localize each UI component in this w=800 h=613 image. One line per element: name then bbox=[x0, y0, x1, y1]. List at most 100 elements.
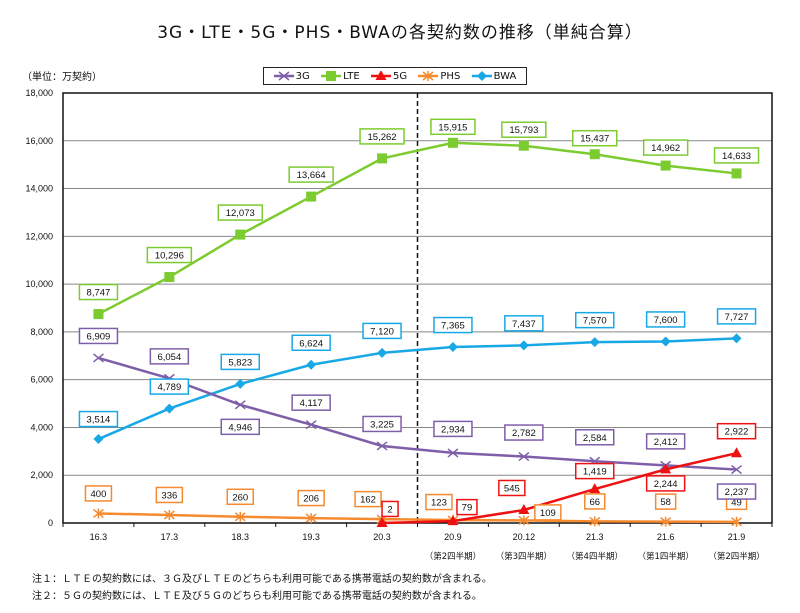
legend-item-5g: 5G bbox=[370, 71, 407, 82]
x-tick-label: 20.9 bbox=[444, 532, 462, 542]
data-label: 7,437 bbox=[512, 319, 536, 330]
marker-star bbox=[305, 513, 317, 524]
data-label-box bbox=[155, 486, 184, 504]
marker-x bbox=[234, 400, 246, 410]
data-label: 6,909 bbox=[87, 331, 111, 342]
data-label: 49 bbox=[731, 497, 742, 508]
marker-triangle bbox=[660, 463, 672, 474]
marker-star bbox=[731, 516, 743, 527]
marker-square bbox=[235, 229, 246, 240]
x-tick-label: 21.6 bbox=[657, 532, 675, 542]
marker-star bbox=[660, 516, 672, 527]
data-label: 15,262 bbox=[368, 132, 397, 143]
data-label-box bbox=[433, 420, 473, 438]
x-tick-label: 21.9 bbox=[728, 532, 746, 542]
data-label: 260 bbox=[232, 492, 248, 503]
data-label: 15,437 bbox=[580, 134, 609, 145]
legend-swatch-icon bbox=[370, 71, 391, 80]
data-label: 12,073 bbox=[226, 208, 255, 219]
data-label-box bbox=[362, 415, 402, 433]
series-line-5g bbox=[382, 451, 737, 525]
data-label-box bbox=[354, 490, 382, 508]
data-label: 66 bbox=[589, 497, 600, 508]
data-label: 336 bbox=[161, 490, 177, 501]
data-label-box bbox=[504, 315, 544, 332]
data-label: 6,624 bbox=[299, 338, 323, 349]
data-label: 2,934 bbox=[441, 424, 465, 435]
data-label-box bbox=[654, 493, 677, 510]
data-label-box bbox=[217, 204, 263, 221]
marker-star bbox=[518, 515, 530, 526]
marker-square bbox=[93, 309, 104, 320]
data-labels-5g: 2 79 545 1,419 2,244 2,922 bbox=[381, 422, 757, 518]
y-tick-label: 0 bbox=[48, 518, 53, 528]
legend-label: BWA bbox=[493, 70, 517, 82]
data-label-box bbox=[575, 462, 615, 480]
footnote-2: 注２：５Ｇの契約数には、ＬＴＥ及び５Ｇのどちらも利用可能である携帯電話の契約数が… bbox=[32, 591, 482, 602]
x-tick-label: 21.3 bbox=[586, 532, 604, 542]
y-axis-unit-label: （単位：万契約） bbox=[22, 72, 102, 83]
data-label-box bbox=[584, 493, 606, 510]
data-label-box bbox=[430, 118, 476, 136]
data-label: 14,633 bbox=[722, 151, 751, 162]
marker-square bbox=[306, 191, 317, 202]
marker-diamond bbox=[731, 333, 742, 344]
data-label-box bbox=[713, 147, 760, 164]
y-tick-label: 16,000 bbox=[25, 136, 53, 146]
data-label: 14,962 bbox=[651, 143, 680, 154]
data-label-box bbox=[716, 483, 757, 500]
data-label-box bbox=[84, 485, 113, 502]
marker-triangle bbox=[518, 503, 530, 514]
data-label: 5,823 bbox=[228, 357, 252, 368]
data-label: 58 bbox=[660, 497, 671, 508]
legend-label: 3G bbox=[295, 70, 310, 82]
series-line-bwa bbox=[97, 337, 737, 441]
data-label: 10,296 bbox=[155, 251, 184, 262]
legend-item-lte: LTE bbox=[321, 71, 360, 82]
data-label: 79 bbox=[462, 503, 473, 514]
legend-swatch-icon bbox=[321, 71, 342, 81]
data-label: 7,727 bbox=[725, 312, 749, 323]
x-sub-label: （第2四半期） bbox=[425, 551, 481, 562]
marker-diamond bbox=[306, 359, 317, 370]
data-label-box bbox=[149, 378, 190, 395]
x-sub-label: （第4四半期） bbox=[567, 551, 623, 562]
x-tick-label: 18.3 bbox=[231, 532, 249, 542]
data-label-box bbox=[78, 327, 119, 345]
data-label-box bbox=[645, 475, 686, 492]
y-tick-label: 2,000 bbox=[30, 470, 53, 480]
data-label-box bbox=[359, 128, 405, 145]
data-label: 3,514 bbox=[87, 415, 111, 426]
data-label-box bbox=[645, 311, 686, 328]
data-label-box bbox=[433, 316, 473, 334]
data-label: 1,419 bbox=[583, 467, 607, 478]
data-label-box bbox=[220, 418, 260, 436]
data-label-box bbox=[291, 334, 331, 352]
data-label-box bbox=[288, 166, 334, 183]
marker-star bbox=[422, 71, 434, 81]
data-label: 2,922 bbox=[725, 427, 749, 438]
marker-square bbox=[518, 140, 529, 151]
marker-x bbox=[518, 451, 530, 462]
data-label: 400 bbox=[91, 489, 107, 500]
data-label-box bbox=[716, 308, 757, 325]
data-label: 13,664 bbox=[297, 170, 326, 181]
marker-x bbox=[376, 441, 388, 451]
marker-x bbox=[447, 448, 459, 458]
data-label-box bbox=[501, 121, 547, 138]
data-label: 7,365 bbox=[441, 321, 465, 332]
series-3g bbox=[92, 353, 743, 475]
marker-square bbox=[731, 168, 742, 179]
data-label: 2,412 bbox=[654, 437, 678, 448]
series-line-phs bbox=[98, 512, 737, 524]
data-label-box bbox=[504, 424, 544, 441]
data-label-box bbox=[425, 493, 453, 511]
data-label-box bbox=[297, 489, 325, 507]
data-label-box bbox=[78, 410, 119, 428]
data-label-box bbox=[226, 488, 254, 506]
series-5g bbox=[376, 447, 743, 527]
marker-triangle bbox=[731, 447, 743, 458]
data-label-box bbox=[498, 479, 526, 497]
footnotes: 注１：ＬＴＥの契約数には、３Ｇ及びＬＴＥのどちらも利用可能である携帯電話の契約数… bbox=[32, 571, 492, 605]
footnote-1: 注１：ＬＴＥの契約数には、３Ｇ及びＬＴＥのどちらも利用可能である携帯電話の契約数… bbox=[32, 574, 492, 585]
